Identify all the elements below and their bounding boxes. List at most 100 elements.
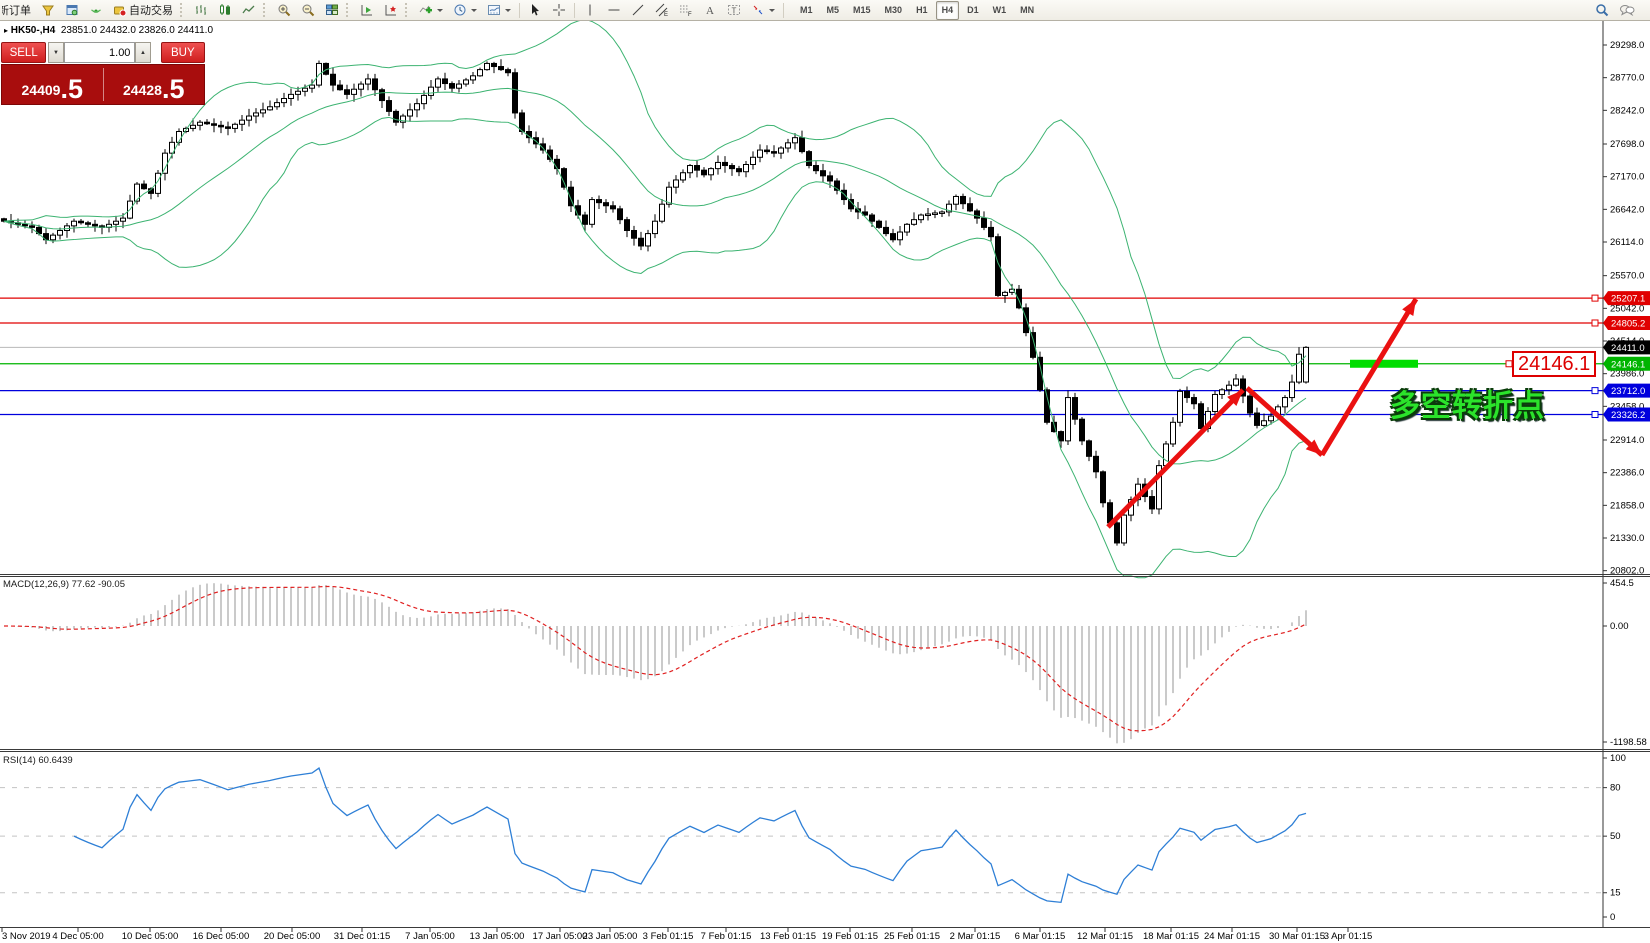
new-order-label: 新订单 [1, 4, 31, 17]
zoom-out-icon [301, 3, 315, 17]
volume-input[interactable]: 1.00 [63, 42, 136, 63]
indicators-add-icon [419, 3, 433, 17]
toolbar-grip [346, 3, 352, 17]
tf-button-D1[interactable]: D1 [967, 5, 979, 15]
zoom-out-button[interactable] [297, 1, 319, 20]
text-label-button[interactable]: T [723, 1, 745, 20]
bar-chart-button[interactable] [190, 1, 212, 20]
green-zone-bar [1350, 359, 1418, 368]
autotrading-icon [113, 3, 127, 17]
tf-button-H4[interactable]: H4 [935, 0, 960, 20]
svg-text:2 Mar 01:15: 2 Mar 01:15 [950, 931, 1001, 942]
quote-panel: 24409 .5 24428 .5 [1, 64, 205, 105]
time-axis[interactable]: 3 Nov 2019 4 Dec 05:00 10 Dec 05:00 16 Dec … [1, 928, 1372, 942]
toolbar-grip [405, 3, 411, 17]
new-order-button[interactable]: 新订单 [1, 1, 35, 20]
indicators-button[interactable] [415, 1, 447, 20]
arrows-button[interactable] [747, 1, 779, 20]
chat-button[interactable] [1615, 1, 1639, 20]
price-level-lines [0, 294, 1603, 418]
quote-divider [102, 68, 104, 101]
search-button[interactable] [1591, 1, 1613, 20]
horizontal-line-icon [607, 3, 621, 17]
svg-text:28770.0: 28770.0 [1610, 73, 1644, 84]
periods-clock-icon [453, 3, 467, 17]
sell-price-pip: .5 [60, 73, 83, 104]
equidistant-channel-button[interactable]: E [651, 1, 673, 20]
svg-text:24411.0: 24411.0 [1611, 343, 1645, 354]
buy-price-pip: .5 [161, 73, 185, 104]
volume-up-button[interactable]: ▲ [135, 42, 151, 63]
autotrading-button[interactable]: 自动交易 [109, 1, 177, 20]
svg-text:20802.0: 20802.0 [1610, 566, 1644, 577]
sell-price[interactable]: 24409 .5 [2, 65, 103, 104]
tile-windows-button[interactable] [321, 1, 343, 20]
chart-profile-button[interactable] [380, 1, 402, 20]
market-watch-button[interactable] [37, 1, 59, 20]
svg-text:-1198.58: -1198.58 [1610, 737, 1647, 748]
price-axis-scale[interactable] [1603, 20, 1650, 927]
candlestick-chart-button[interactable] [214, 1, 236, 20]
ohlc-values: 23851.0 24432.0 23826.0 24411.0 [60, 25, 214, 36]
toolbar-separator [783, 2, 784, 18]
macd-indicator-label: MACD(12,26,9) 77.62 -90.05 [3, 579, 125, 590]
chat-icon [1619, 3, 1635, 17]
svg-text:16 Dec 05:00: 16 Dec 05:00 [193, 931, 250, 942]
svg-text:25042.0: 25042.0 [1610, 303, 1644, 314]
vertical-line-button[interactable] [579, 1, 601, 20]
bar-chart-icon [194, 3, 208, 17]
dropdown-caret [769, 8, 775, 12]
sell-button[interactable]: SELL [1, 42, 47, 63]
buy-button[interactable]: BUY [160, 42, 205, 63]
tf-button-M30[interactable]: M30 [884, 5, 903, 15]
autotrading-label: 自动交易 [129, 5, 173, 17]
chart-profile-icon [384, 3, 398, 17]
navigator-button[interactable] [61, 1, 83, 20]
svg-text:F: F [688, 12, 692, 17]
price-level-text-label[interactable]: 24146.1 [1512, 351, 1597, 377]
new-chart-button[interactable] [356, 1, 378, 20]
tf-button-MN[interactable]: MN [1020, 5, 1035, 15]
cursor-button[interactable] [524, 1, 546, 20]
crosshair-button[interactable] [548, 1, 570, 20]
svg-text:25 Feb 01:15: 25 Feb 01:15 [884, 931, 940, 942]
line-chart-icon [242, 3, 256, 17]
tile-windows-icon [325, 3, 339, 17]
candles-layer [1, 59, 1309, 546]
periods-button[interactable] [449, 1, 481, 20]
new-chart-icon [360, 3, 374, 17]
tf-button-H1[interactable]: H1 [916, 5, 928, 15]
svg-text:31 Dec 01:15: 31 Dec 01:15 [334, 931, 391, 942]
svg-text:E: E [664, 12, 668, 17]
templates-icon [487, 3, 501, 17]
toolbar-separator [519, 2, 520, 18]
search-icon [1595, 3, 1609, 17]
templates-button[interactable] [483, 1, 515, 20]
dropdown-caret [505, 8, 511, 12]
trend-arrows [1106, 297, 1419, 529]
svg-text:22386.0: 22386.0 [1610, 468, 1644, 479]
tf-button-M5[interactable]: M5 [826, 5, 840, 15]
buy-price[interactable]: 24428 .5 [104, 65, 205, 104]
macd-values: 77.62 -90.05 [71, 579, 125, 590]
macd-panel: 454.5 0.00 -1198.58 [3, 578, 1647, 748]
svg-text:T: T [732, 7, 737, 16]
equidistant-channel-icon: E [655, 3, 669, 17]
text-label-icon: T [727, 3, 741, 17]
horizontal-line-button[interactable] [603, 1, 625, 20]
zoom-in-button[interactable] [273, 1, 295, 20]
volume-down-button[interactable]: ▼ [48, 42, 64, 63]
line-chart-button[interactable] [238, 1, 260, 20]
tf-button-M1[interactable]: M1 [800, 5, 813, 15]
svg-text:24805.2: 24805.2 [1611, 318, 1645, 329]
signal-button[interactable] [85, 1, 107, 20]
text-button[interactable]: A [699, 1, 721, 20]
tf-button-W1[interactable]: W1 [992, 5, 1007, 15]
candlestick-chart-icon [218, 3, 232, 17]
svg-text:100: 100 [1610, 753, 1626, 764]
trendline-button[interactable] [627, 1, 649, 20]
fibonacci-button[interactable]: F [675, 1, 697, 20]
svg-text:29298.0: 29298.0 [1610, 40, 1644, 51]
tf-button-M15[interactable]: M15 [853, 5, 871, 15]
